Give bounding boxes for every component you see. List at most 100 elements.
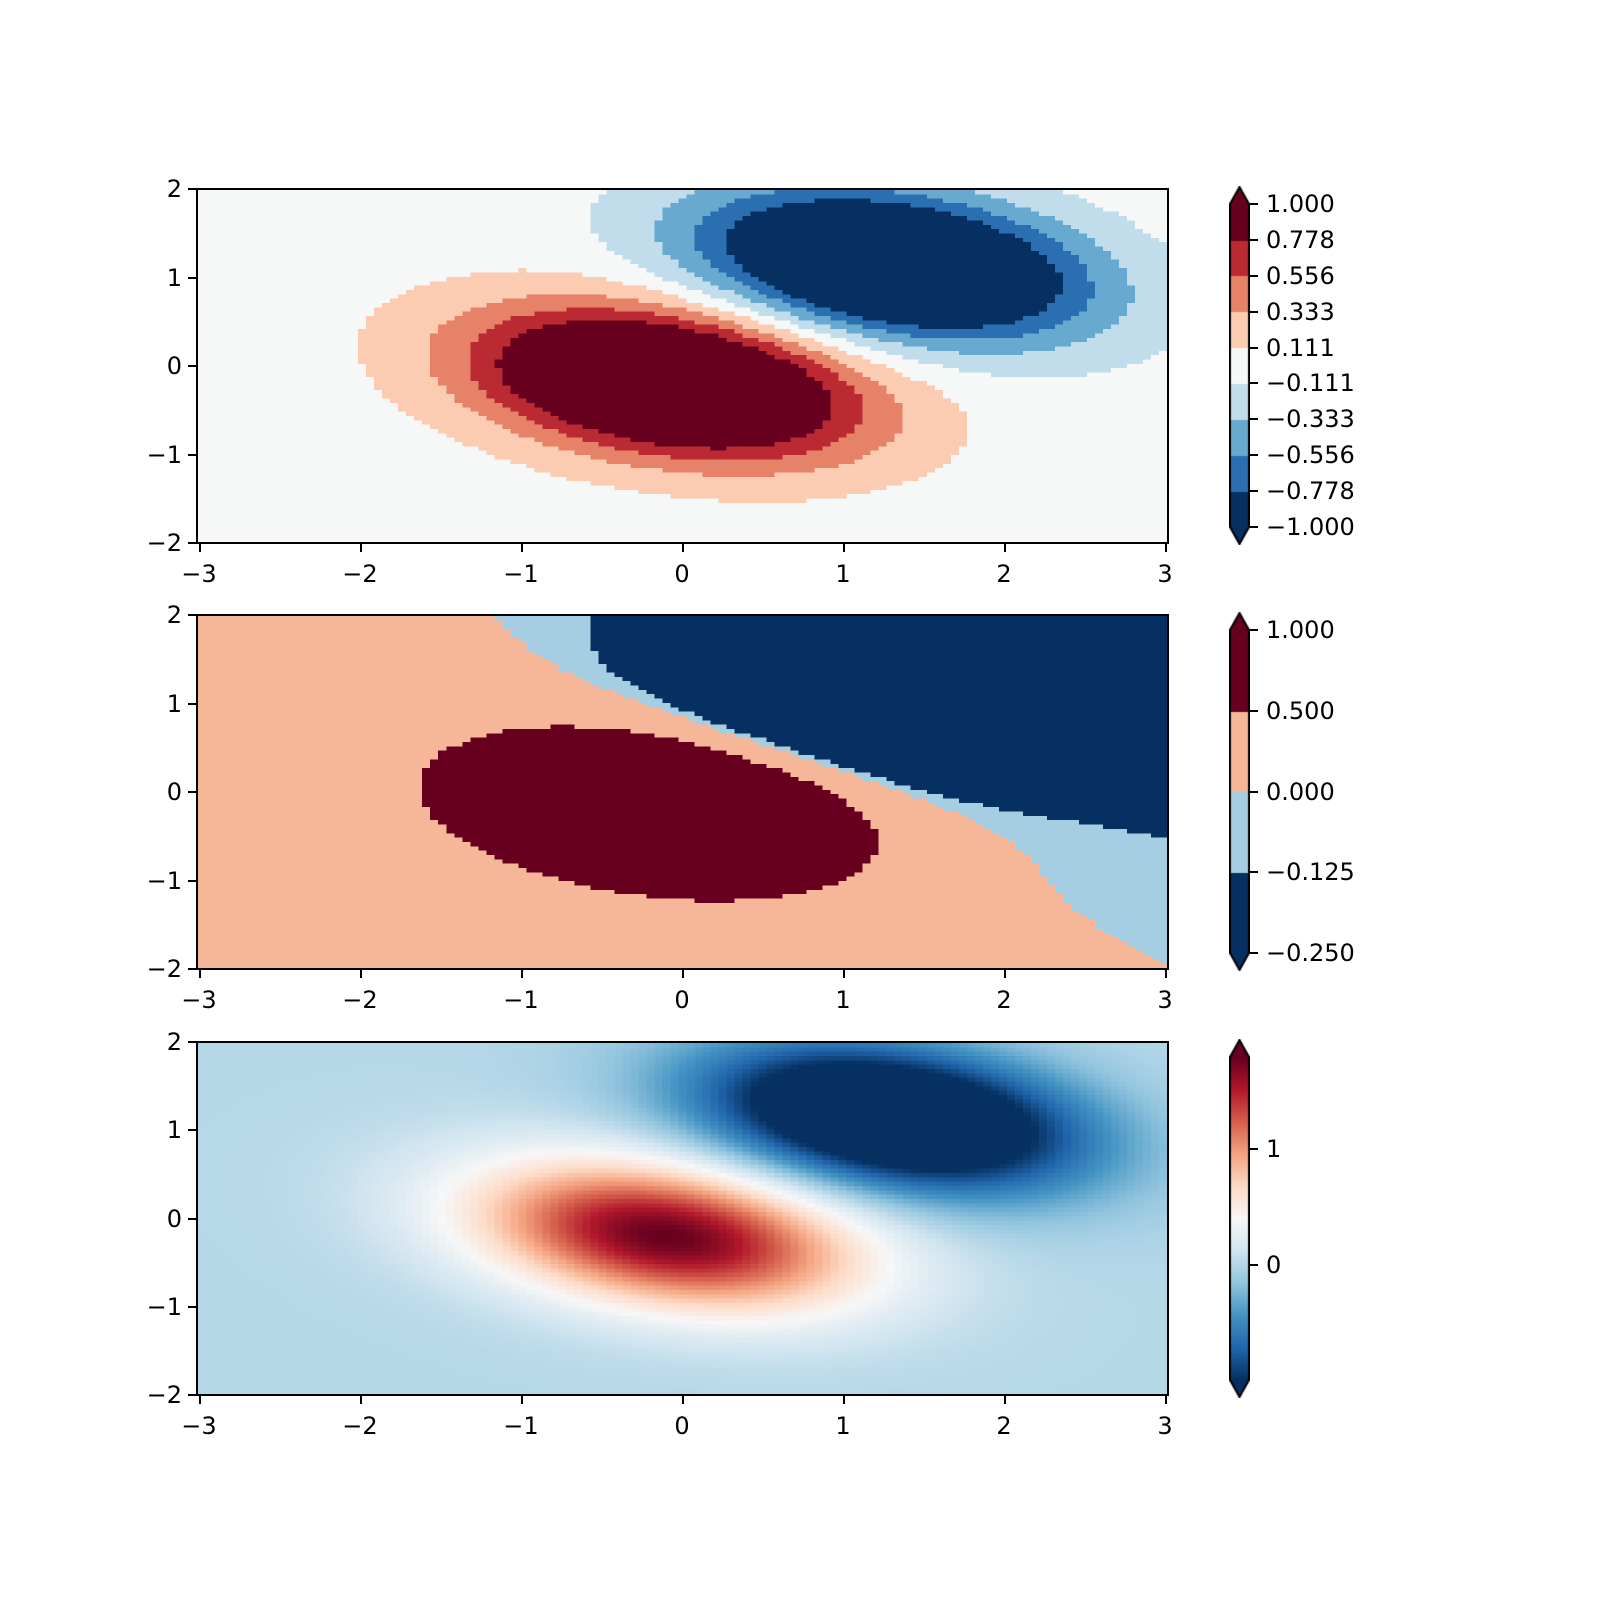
- y-tick-label: 1: [166, 263, 182, 292]
- colorbar-tick: [1250, 490, 1258, 493]
- colorbar-tick: [1250, 790, 1258, 793]
- y-tick-label: 2: [166, 175, 182, 203]
- x-tick-label: 1: [835, 986, 851, 1014]
- y-tick-label: −2: [146, 955, 182, 983]
- colorbar-tick-label: −0.556: [1266, 441, 1355, 470]
- x-tick: [682, 544, 684, 552]
- colorbar-tick: [1250, 709, 1258, 712]
- colorbar-canvas: [1229, 186, 1250, 545]
- y-tick: [188, 614, 196, 616]
- y-tick: [188, 968, 196, 970]
- x-tick: [1165, 970, 1167, 978]
- x-tick-label: 2: [996, 560, 1012, 588]
- colorbar-tick: [1250, 382, 1258, 385]
- plot-area: [196, 614, 1169, 970]
- x-tick-label: −2: [342, 1412, 378, 1440]
- y-tick: [188, 879, 196, 882]
- x-tick: [1165, 544, 1167, 552]
- colorbar-tick-label: −1.000: [1266, 513, 1355, 541]
- x-tick-label: 0: [674, 1412, 690, 1440]
- colorbar-tick: [1250, 952, 1258, 954]
- x-tick-label: 0: [674, 560, 690, 588]
- heatmap-canvas: [198, 1043, 1167, 1394]
- colorbar-tick: [1250, 629, 1258, 631]
- y-tick-label: −1: [146, 866, 182, 895]
- x-tick: [843, 544, 845, 552]
- y-tick: [188, 453, 196, 456]
- colorbar: −0.250 −0.125 0.000 0.500 1.000: [1229, 612, 1355, 971]
- colorbar-tick: [1250, 454, 1258, 457]
- x-tick: [843, 970, 845, 978]
- x-tick: [521, 970, 523, 978]
- colorbar-tick-label: 0.778: [1266, 225, 1335, 254]
- y-tick-label: 2: [166, 1028, 182, 1056]
- colorbar-tick-label: 1.000: [1266, 616, 1335, 644]
- x-tick-label: −1: [503, 560, 539, 588]
- colorbar-tick-label: 0.111: [1266, 333, 1335, 362]
- x-tick-label: −2: [342, 560, 378, 588]
- x-tick-label: −2: [342, 986, 378, 1014]
- colorbar-tick: [1250, 310, 1258, 313]
- x-tick-label: 1: [835, 560, 851, 588]
- x-tick: [1004, 970, 1006, 978]
- y-tick-label: −1: [146, 440, 182, 469]
- y-tick: [188, 542, 196, 544]
- y-tick-label: −2: [146, 529, 182, 557]
- y-tick: [188, 1129, 196, 1132]
- colorbar-tick-label: 0: [1266, 1250, 1282, 1279]
- x-tick-label: −3: [181, 560, 217, 588]
- y-tick: [188, 1394, 196, 1396]
- colorbar-tick-label: 0.500: [1266, 696, 1335, 725]
- colorbar-tick: [1250, 1148, 1258, 1151]
- y-tick-label: 2: [166, 601, 182, 629]
- x-tick: [199, 1396, 201, 1404]
- x-tick-label: −1: [503, 1412, 539, 1440]
- y-tick: [188, 702, 196, 705]
- colorbar-tick: [1250, 203, 1258, 205]
- x-tick-label: 1: [835, 1412, 851, 1440]
- x-tick-label: −3: [181, 1412, 217, 1440]
- y-tick: [188, 276, 196, 279]
- y-tick: [188, 1041, 196, 1043]
- colorbar-tick-label: −0.778: [1266, 477, 1355, 506]
- x-tick-label: −3: [181, 986, 217, 1014]
- colorbar-canvas: [1229, 612, 1250, 971]
- x-tick: [360, 970, 362, 978]
- x-tick: [843, 1396, 845, 1404]
- colorbar-tick: [1250, 418, 1258, 421]
- x-tick: [1165, 1396, 1167, 1404]
- y-tick-label: 0: [166, 1204, 182, 1233]
- y-tick: [188, 365, 196, 367]
- colorbar-tick: [1250, 346, 1258, 349]
- y-tick-label: −1: [146, 1292, 182, 1321]
- y-tick: [188, 188, 196, 190]
- x-tick: [682, 970, 684, 978]
- heatmap-canvas: [198, 190, 1167, 542]
- colorbar-tick-label: 1: [1266, 1135, 1282, 1164]
- x-tick-label: 3: [1157, 1412, 1173, 1440]
- colorbar-tick: [1250, 274, 1258, 277]
- colorbar-tick: [1250, 1263, 1258, 1266]
- y-tick: [188, 791, 196, 793]
- x-tick: [521, 1396, 523, 1404]
- colorbar-tick-label: −0.125: [1266, 858, 1355, 887]
- x-tick: [1004, 1396, 1006, 1404]
- y-tick-label: 0: [166, 352, 182, 380]
- x-tick: [360, 544, 362, 552]
- colorbar-tick-label: 0.000: [1266, 777, 1335, 806]
- x-tick: [199, 970, 201, 978]
- x-tick: [199, 544, 201, 552]
- colorbar-canvas: [1229, 1039, 1250, 1398]
- heatmap-canvas: [198, 616, 1167, 968]
- y-tick-label: −2: [146, 1381, 182, 1409]
- x-tick-label: 2: [996, 1412, 1012, 1440]
- colorbar-tick-label: −0.333: [1266, 405, 1355, 434]
- x-tick-label: 2: [996, 986, 1012, 1014]
- y-tick-label: 1: [166, 689, 182, 718]
- y-tick-label: 0: [166, 778, 182, 806]
- x-tick-label: 0: [674, 986, 690, 1014]
- colorbar: −1.000 −0.778 −0.556 −0.333 −0.111 0.111 0.333…: [1229, 186, 1355, 545]
- x-tick: [521, 544, 523, 552]
- colorbar-tick-label: −0.111: [1266, 369, 1355, 398]
